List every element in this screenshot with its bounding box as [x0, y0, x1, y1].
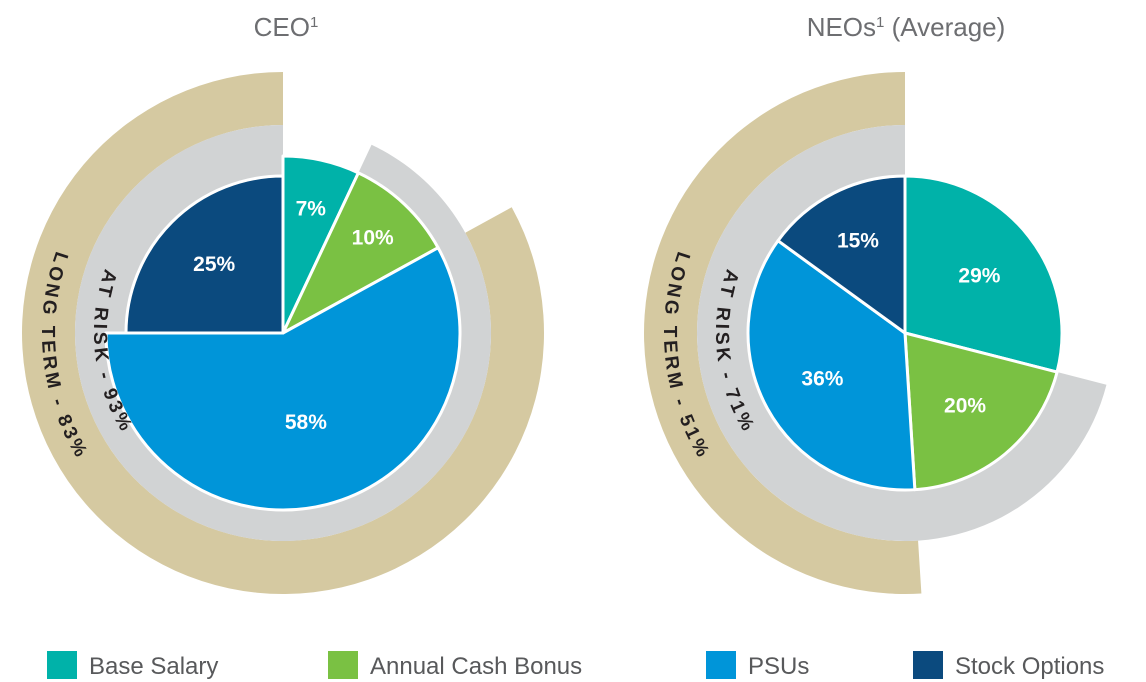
chart-1-slice-annual-cash-bonus	[903, 331, 1059, 492]
chart-1-label-annual-cash-bonus: 20%	[944, 395, 986, 418]
chart-0-slice-annual-cash-bonus	[281, 171, 440, 335]
chart-0-slice-psus	[104, 246, 462, 512]
chart-1-long-term-ring	[643, 72, 922, 594]
legend-swatch-base-salary	[47, 651, 77, 679]
chart-1: 29%20%36%15%AT RISK - 71%LONG TERM - 51%	[643, 72, 1107, 594]
chart-0-label-base-salary: 7%	[296, 198, 327, 221]
chart-0-label-annual-cash-bonus: 10%	[352, 227, 394, 250]
neo-title-suffix: (Average)	[884, 12, 1005, 42]
legend-label-psus: PSUs	[748, 653, 809, 680]
chart-0-label-psus: 58%	[285, 411, 327, 434]
legend-label-annual-cash-bonus: Annual Cash Bonus	[370, 653, 582, 680]
chart-1-slice-psus	[746, 239, 917, 492]
chart-0-slice-stock-options	[124, 174, 285, 335]
neo-chart-title: NEOs1 (Average)	[807, 12, 1006, 42]
chart-0: 7%10%58%25%AT RISK - 93%LONG TERM - 83%	[21, 72, 545, 594]
chart-1-label-stock-options: 15%	[837, 230, 879, 253]
ceo-title-superscript: 1	[310, 14, 318, 31]
ceo-title-text: CEO	[254, 12, 310, 42]
legend-label-stock-options: Stock Options	[955, 653, 1104, 680]
neo-title-text: NEOs	[807, 12, 876, 42]
legend: Base Salary Annual Cash Bonus PSUs Stock Op…	[47, 651, 1104, 680]
legend-swatch-stock-options	[913, 651, 943, 679]
chart-1-slice-base-salary	[903, 174, 1064, 374]
chart-1-label-base-salary: 29%	[958, 264, 1000, 287]
legend-label-base-salary: Base Salary	[89, 653, 218, 680]
legend-swatch-psus	[706, 651, 736, 679]
neo-title-superscript: 1	[876, 14, 884, 31]
chart-0-label-stock-options: 25%	[193, 253, 235, 276]
chart-1-slice-stock-options	[776, 174, 907, 335]
ceo-chart-title: CEO1	[254, 12, 319, 42]
chart-1-label-psus: 36%	[801, 367, 843, 390]
legend-swatch-annual-cash-bonus	[328, 651, 358, 679]
